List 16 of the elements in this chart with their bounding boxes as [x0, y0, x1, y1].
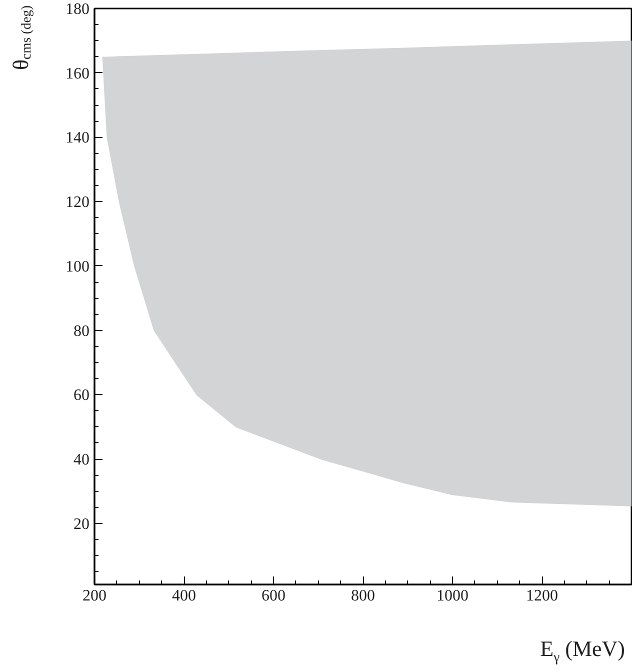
y-tick-label: 40	[74, 452, 90, 469]
x-tick-label: 1000	[436, 588, 468, 604]
x-axis-title: E$_{γ}$ (MeV)	[540, 635, 625, 666]
y-tick-label: 160	[66, 65, 90, 82]
y-tick-label: 120	[66, 194, 90, 212]
y-tick-label: 140	[66, 130, 90, 147]
x-tick-label: 600	[262, 588, 286, 604]
x-tick-label: 800	[351, 588, 375, 604]
x-tick-label: 200	[82, 588, 106, 604]
y-tick-label: 80	[74, 322, 90, 340]
x-tick-label: 1200	[526, 588, 558, 604]
y-tick-label: 180	[66, 1, 90, 18]
y-tick-label: 60	[74, 387, 90, 404]
y-tick-label: 20	[74, 516, 90, 533]
x-tick-label: 400	[172, 588, 196, 604]
y-tick-label: 100	[66, 258, 90, 276]
